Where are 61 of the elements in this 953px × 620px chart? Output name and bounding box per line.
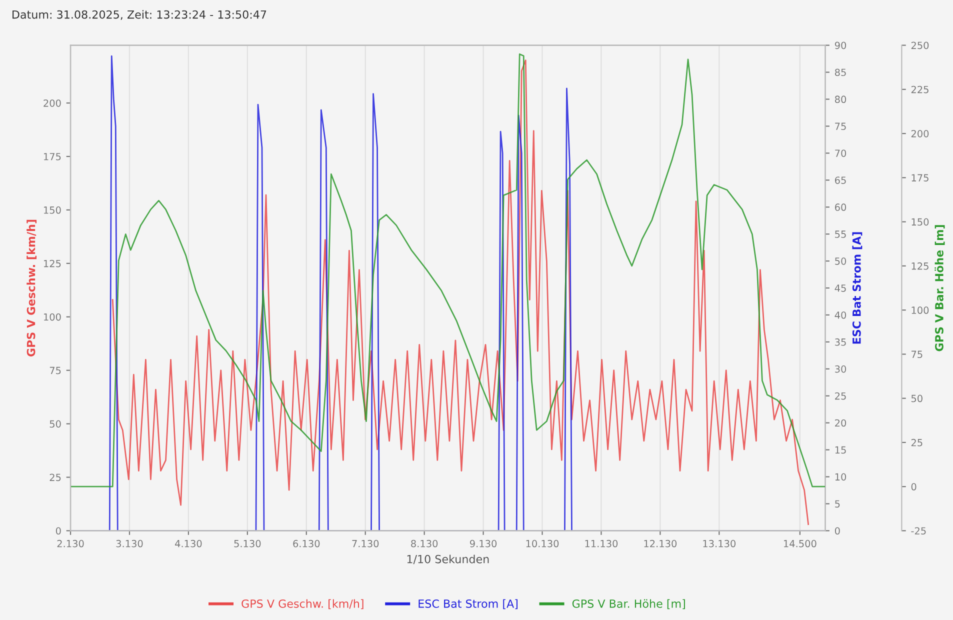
x-tick-label: 10.130 <box>526 540 559 548</box>
legend-label: GPS V Bar. Höhe [m] <box>572 599 685 610</box>
y3-tick-label: 25 <box>911 438 922 446</box>
x-tick-label: 6.130 <box>293 540 320 548</box>
x-tick-label: 14.500 <box>784 540 816 548</box>
y2-tick-label: 30 <box>835 365 846 373</box>
y-tick-label: 150 <box>44 206 61 214</box>
y2-tick-label: 90 <box>834 42 846 50</box>
y2-tick-label: 20 <box>835 419 846 427</box>
y3-tick-label: 0 <box>911 483 916 490</box>
y2-tick-label: 10 <box>835 473 846 481</box>
y2-tick-label: 45 <box>834 284 846 292</box>
y3-axis-title: GPS V Bar. Höhe [m] <box>934 225 945 352</box>
x-axis-title: 1/10 Sekunden <box>407 554 489 564</box>
y2-tick-label: 50 <box>835 258 846 265</box>
legend-label: ESC Bat Strom [A] <box>418 599 518 610</box>
y3-tick-label: 225 <box>911 86 928 94</box>
x-tick-label: 4.130 <box>175 540 202 548</box>
y-tick-label: 0 <box>56 527 61 535</box>
x-tick-label: 8.130 <box>411 540 438 548</box>
y2-tick-label: 25 <box>835 392 846 400</box>
y2-tick-label: 70 <box>835 150 846 157</box>
y2-axis-title: ESC Bat Strom [A] <box>852 232 862 344</box>
y2-tick-label: 0 <box>834 527 840 535</box>
y2-tick-label: 60 <box>835 204 846 211</box>
x-tick-label: 9.130 <box>470 540 497 548</box>
y3-tick-label: 75 <box>912 350 922 358</box>
y-tick-label: 125 <box>44 260 61 268</box>
y3-tick-label: 125 <box>912 262 928 270</box>
y3-tick-label: 50 <box>911 394 922 402</box>
y2-tick-label: 65 <box>835 176 846 184</box>
chart-title: Datum: 31.08.2025, Zeit: 13:23:24 - 13:50:47 <box>12 10 266 20</box>
y-tick-label: 200 <box>44 99 61 107</box>
y-tick-label: 25 <box>50 474 61 482</box>
x-tick-label: 12.130 <box>644 540 677 548</box>
y3-tick-label: 150 <box>912 218 929 226</box>
y2-tick-label: 15 <box>835 446 846 454</box>
y2-tick-label: 75 <box>835 122 846 130</box>
y2-tick-label: 5 <box>835 500 840 508</box>
x-tick-label: 2.130 <box>57 540 84 548</box>
x-tick-label: 7.130 <box>352 540 379 548</box>
legend-label: GPS V Geschw. [km/h] <box>242 599 364 610</box>
y-tick-label: 175 <box>44 153 61 160</box>
y3-tick-label: 250 <box>911 42 929 50</box>
y3-tick-label: 200 <box>911 130 929 138</box>
x-tick-label: 11.130 <box>585 540 618 548</box>
y2-tick-label: 80 <box>834 96 846 104</box>
x-tick-label: 3.130 <box>116 540 143 548</box>
y-tick-label: 75 <box>50 366 61 374</box>
y2-tick-label: 40 <box>834 311 846 319</box>
y-axis-title: GPS V Geschw. [km/h] <box>26 220 37 356</box>
x-tick-label: 13.130 <box>703 540 736 548</box>
y2-tick-label: 35 <box>835 338 846 346</box>
y3-tick-label: 100 <box>912 306 929 314</box>
y3-tick-label: -25 <box>911 527 926 535</box>
y3-tick-label: 175 <box>912 174 928 182</box>
y2-tick-label: 85 <box>834 68 846 76</box>
x-tick-label: 5.130 <box>234 540 261 548</box>
y-tick-label: 100 <box>44 313 61 321</box>
y2-tick-label: 55 <box>835 230 846 238</box>
y-tick-label: 50 <box>50 420 61 428</box>
